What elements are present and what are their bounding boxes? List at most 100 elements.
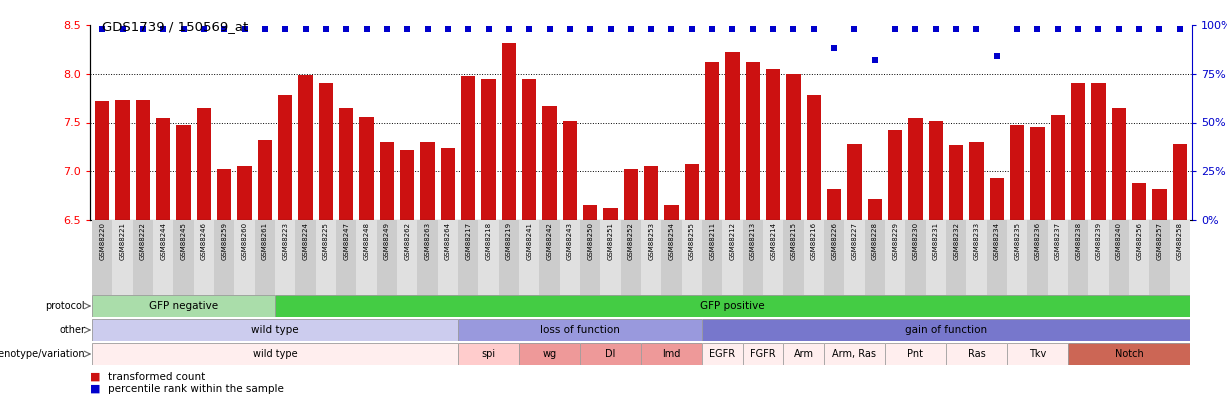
Point <box>296 26 315 32</box>
Bar <box>498 220 519 295</box>
Point <box>1028 26 1048 32</box>
Bar <box>360 117 374 220</box>
Text: GSM88214: GSM88214 <box>771 222 777 260</box>
Bar <box>640 220 661 295</box>
Bar <box>1027 220 1048 295</box>
Bar <box>115 100 130 220</box>
Bar <box>258 140 272 220</box>
Text: GSM88245: GSM88245 <box>180 222 187 260</box>
Text: spi: spi <box>481 349 496 359</box>
Bar <box>1067 220 1088 295</box>
Point <box>601 26 621 32</box>
Point <box>479 26 498 32</box>
Bar <box>133 220 153 295</box>
Text: GSM88222: GSM88222 <box>140 222 146 260</box>
Text: GSM88242: GSM88242 <box>546 222 552 260</box>
Bar <box>848 144 861 220</box>
Text: Notch: Notch <box>1114 349 1144 359</box>
Text: GSM88251: GSM88251 <box>607 222 614 260</box>
Bar <box>173 220 194 295</box>
Text: GSM88260: GSM88260 <box>242 222 248 260</box>
Bar <box>298 75 313 220</box>
Text: GSM88239: GSM88239 <box>1096 222 1102 260</box>
Bar <box>336 220 356 295</box>
Bar <box>481 79 496 220</box>
Bar <box>742 220 763 295</box>
Text: Dl: Dl <box>605 349 616 359</box>
Text: wild type: wild type <box>253 349 297 359</box>
Bar <box>377 220 398 295</box>
Text: GSM88223: GSM88223 <box>282 222 288 260</box>
Text: ■: ■ <box>90 384 101 394</box>
Point <box>174 26 194 32</box>
Point <box>784 26 804 32</box>
Bar <box>1129 220 1150 295</box>
Bar <box>621 220 640 295</box>
Bar <box>929 121 942 220</box>
Bar <box>1050 115 1065 220</box>
Bar <box>604 208 617 220</box>
Text: GSM88258: GSM88258 <box>1177 222 1183 260</box>
Text: GSM88244: GSM88244 <box>161 222 166 260</box>
Point <box>1088 26 1108 32</box>
Bar <box>908 117 923 220</box>
Text: wild type: wild type <box>252 325 299 335</box>
Point <box>560 26 579 32</box>
Bar <box>398 220 417 295</box>
Bar <box>702 220 723 295</box>
Bar <box>865 220 885 295</box>
Text: GSM88218: GSM88218 <box>486 222 492 260</box>
Point <box>255 26 275 32</box>
Text: GSM88262: GSM88262 <box>404 222 410 260</box>
Point <box>194 26 213 32</box>
Bar <box>967 220 987 295</box>
Bar <box>296 220 315 295</box>
Point <box>133 26 152 32</box>
Text: GSM88247: GSM88247 <box>344 222 350 260</box>
Bar <box>521 79 536 220</box>
Point <box>1048 26 1067 32</box>
Bar <box>438 220 458 295</box>
Bar <box>623 169 638 220</box>
Bar <box>400 150 415 220</box>
Text: GSM88250: GSM88250 <box>588 222 593 260</box>
Point <box>275 26 294 32</box>
Point <box>1007 26 1027 32</box>
Bar <box>885 220 906 295</box>
Point <box>317 26 336 32</box>
Text: wg: wg <box>542 349 557 359</box>
Point <box>621 26 640 32</box>
Bar <box>194 220 213 295</box>
Bar <box>213 220 234 295</box>
Text: GSM88235: GSM88235 <box>1015 222 1020 260</box>
Bar <box>1031 128 1044 220</box>
Text: GSM88225: GSM88225 <box>323 222 329 260</box>
Point <box>886 26 906 32</box>
Bar <box>1150 220 1169 295</box>
Text: GSM88211: GSM88211 <box>709 222 715 260</box>
Bar <box>682 220 702 295</box>
Text: GSM88226: GSM88226 <box>831 222 837 260</box>
Point <box>234 26 254 32</box>
Point <box>844 26 864 32</box>
Bar <box>479 220 498 295</box>
Point <box>1150 26 1169 32</box>
Bar <box>888 130 902 220</box>
Text: Arm: Arm <box>794 349 814 359</box>
Point <box>357 26 377 32</box>
Point <box>336 26 356 32</box>
Text: GSM88238: GSM88238 <box>1075 222 1081 260</box>
Bar <box>1091 83 1106 220</box>
Bar <box>177 126 190 220</box>
Bar <box>806 95 821 220</box>
Point <box>804 26 823 32</box>
Bar <box>946 220 967 295</box>
Bar <box>969 142 984 220</box>
Text: GSM88227: GSM88227 <box>852 222 858 260</box>
Text: GSM88253: GSM88253 <box>648 222 654 260</box>
Bar <box>255 220 275 295</box>
Bar <box>948 145 963 220</box>
Bar <box>217 169 232 220</box>
Bar <box>319 83 333 220</box>
Point <box>661 26 681 32</box>
